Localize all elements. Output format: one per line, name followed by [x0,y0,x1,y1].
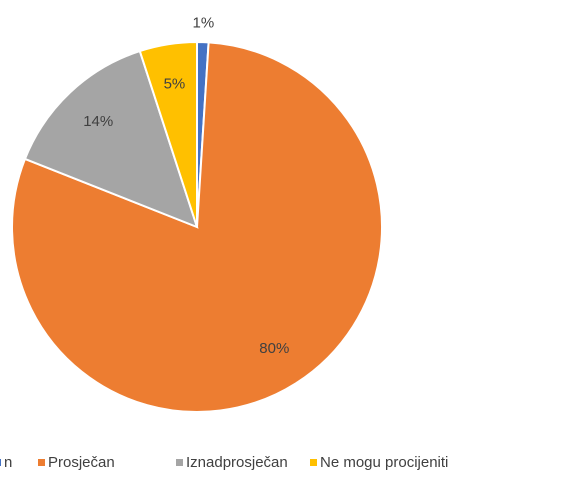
data-label: 5% [164,75,186,92]
data-label: 80% [259,340,289,357]
legend-swatch [176,459,183,466]
legend-label: Iznadprosječan [186,454,288,471]
legend-swatch [310,459,317,466]
pie-slice [138,40,198,228]
data-label: 14% [83,113,113,130]
legend-swatch [0,459,1,466]
legend-label: Ne mogu procijeniti [320,454,448,471]
legend-label: Prosječan [48,454,115,471]
legend-label: n [4,454,12,471]
legend-swatch [38,459,45,466]
data-label: 1% [193,15,215,32]
